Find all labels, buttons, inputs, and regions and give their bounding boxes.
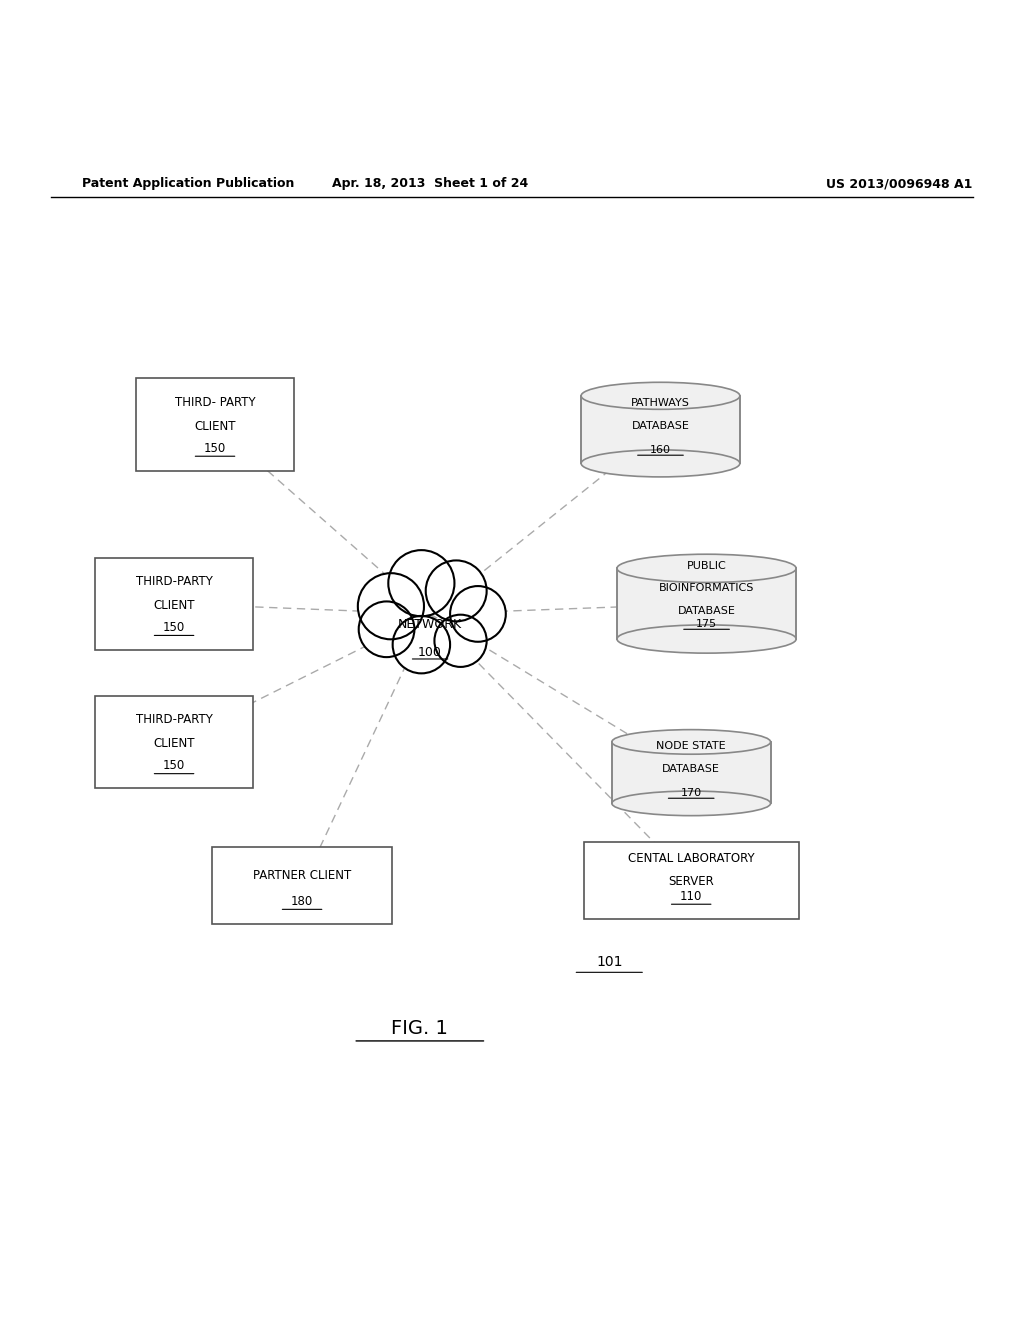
Circle shape [426, 561, 486, 622]
Text: THIRD- PARTY: THIRD- PARTY [175, 396, 255, 409]
Bar [616, 569, 796, 639]
Text: 100: 100 [418, 647, 442, 659]
Text: CLIENT: CLIENT [154, 599, 195, 611]
Text: DATABASE: DATABASE [632, 421, 689, 430]
FancyBboxPatch shape [135, 379, 295, 470]
Text: CENTAL LABORATORY: CENTAL LABORATORY [628, 851, 755, 865]
Text: PARTNER CLIENT: PARTNER CLIENT [253, 869, 351, 882]
Circle shape [392, 616, 451, 673]
Ellipse shape [582, 383, 740, 409]
FancyBboxPatch shape [584, 842, 799, 919]
Text: 150: 150 [163, 620, 185, 634]
Text: Apr. 18, 2013  Sheet 1 of 24: Apr. 18, 2013 Sheet 1 of 24 [332, 177, 528, 190]
Text: NODE STATE: NODE STATE [656, 741, 726, 751]
Text: CLIENT: CLIENT [195, 420, 236, 433]
FancyBboxPatch shape [95, 696, 254, 788]
Text: THIRD-PARTY: THIRD-PARTY [135, 576, 213, 589]
Ellipse shape [582, 450, 740, 477]
Text: 180: 180 [291, 895, 313, 908]
Text: SERVER: SERVER [669, 875, 714, 888]
Text: PUBLIC: PUBLIC [687, 561, 726, 570]
Circle shape [358, 602, 415, 657]
Text: DATABASE: DATABASE [663, 763, 720, 774]
Ellipse shape [616, 624, 797, 653]
Text: BIOINFORMATICS: BIOINFORMATICS [658, 583, 755, 593]
Text: 175: 175 [696, 619, 717, 630]
Text: PATHWAYS: PATHWAYS [631, 397, 690, 408]
Text: 110: 110 [680, 890, 702, 903]
Text: FIG. 1: FIG. 1 [391, 1019, 449, 1038]
Ellipse shape [612, 730, 771, 754]
FancyBboxPatch shape [95, 557, 254, 649]
Circle shape [434, 615, 486, 667]
Text: 150: 150 [163, 759, 185, 772]
Text: NETWORK: NETWORK [398, 618, 462, 631]
Circle shape [357, 573, 424, 639]
Text: Patent Application Publication: Patent Application Publication [82, 177, 294, 190]
Bar [612, 742, 771, 804]
Text: DATABASE: DATABASE [678, 606, 735, 616]
FancyBboxPatch shape [213, 847, 391, 924]
Text: 150: 150 [204, 441, 226, 454]
Circle shape [388, 550, 455, 616]
Text: 170: 170 [681, 788, 701, 799]
Ellipse shape [616, 554, 797, 582]
Text: THIRD-PARTY: THIRD-PARTY [135, 713, 213, 726]
Text: CLIENT: CLIENT [154, 737, 195, 750]
Ellipse shape [612, 791, 771, 816]
Text: US 2013/0096948 A1: US 2013/0096948 A1 [826, 177, 973, 190]
Text: 160: 160 [650, 445, 671, 455]
Circle shape [451, 586, 506, 642]
Text: 101: 101 [596, 956, 623, 969]
Bar [582, 396, 739, 463]
